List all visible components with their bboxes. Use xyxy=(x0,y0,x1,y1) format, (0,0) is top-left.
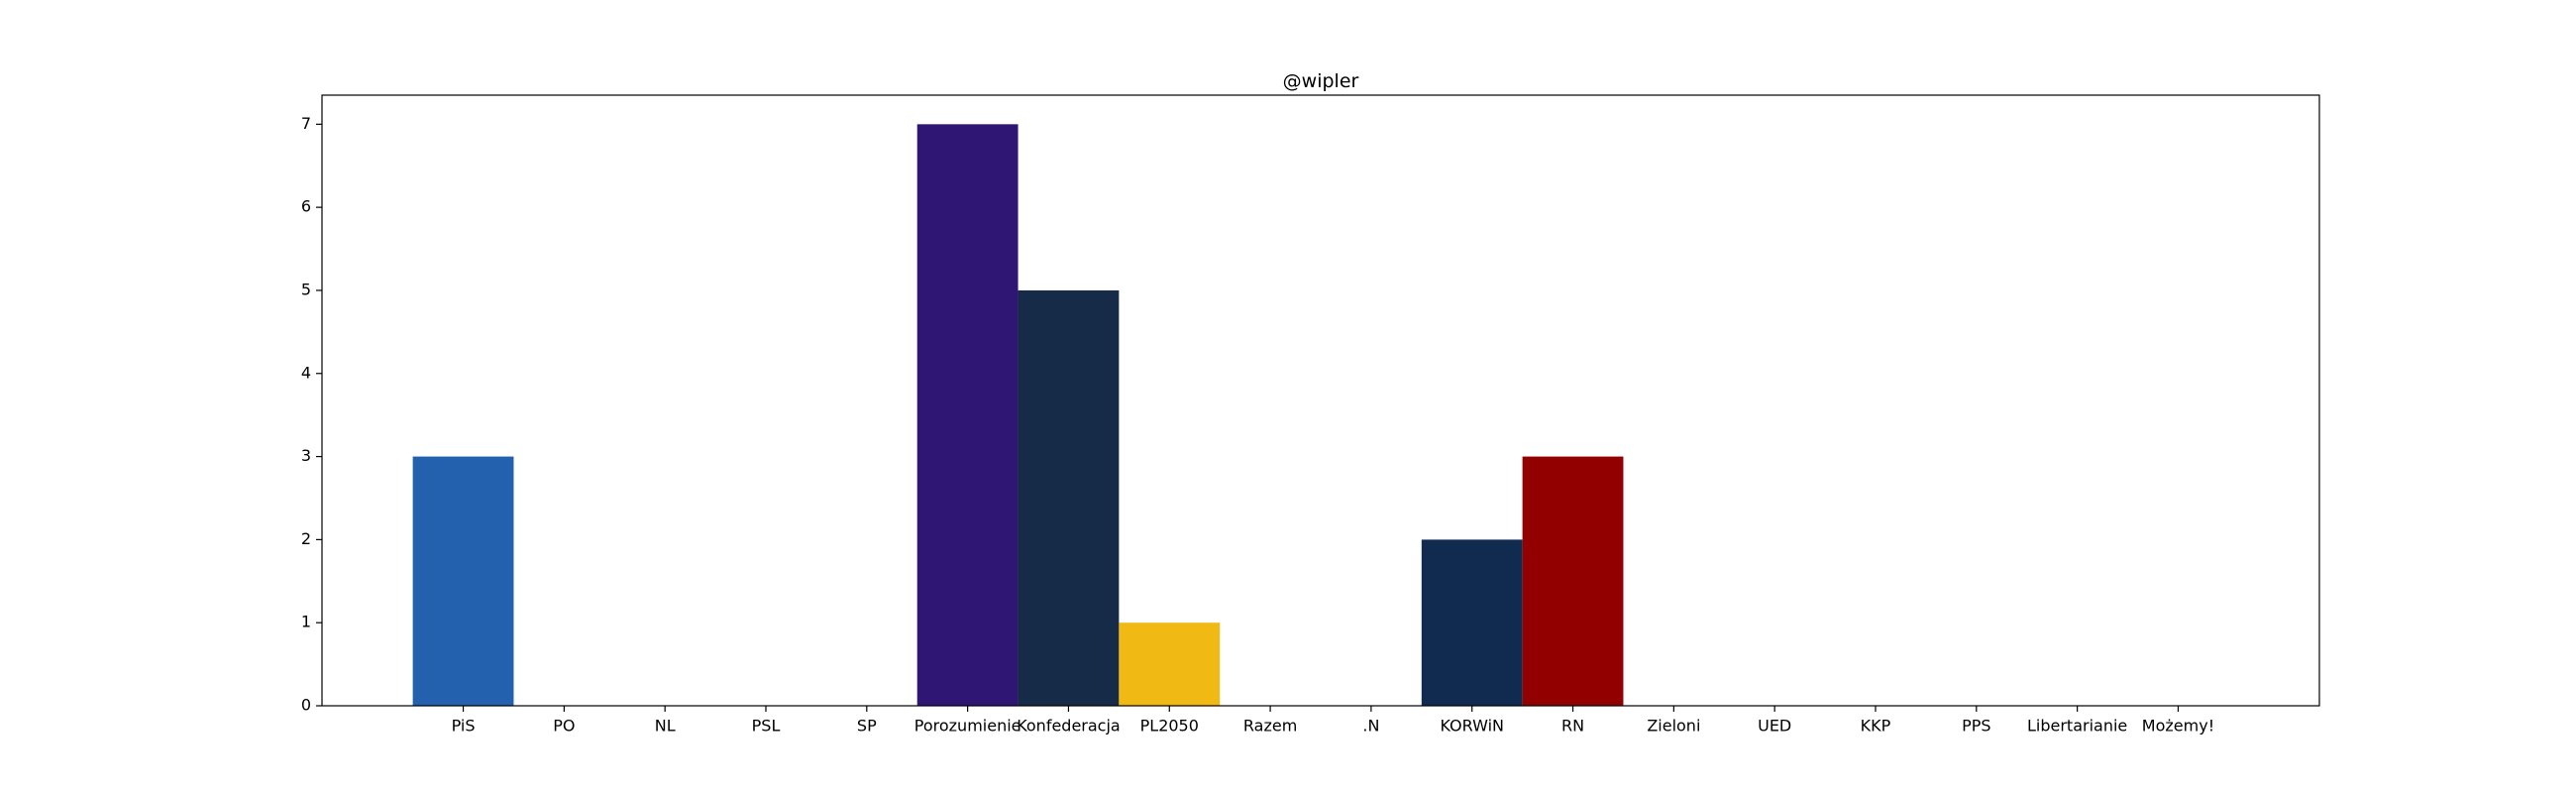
x-tick-label: Libertarianie xyxy=(2027,717,2127,736)
x-tick-label: .N xyxy=(1362,717,1379,736)
y-tick-label: 6 xyxy=(301,197,311,216)
x-tick-label: UED xyxy=(1758,717,1791,736)
x-tick-label: PiS xyxy=(452,717,476,736)
x-tick-label: Zieloni xyxy=(1647,717,1700,736)
y-tick-label: 4 xyxy=(301,363,311,382)
x-tick-label: Porozumienie xyxy=(914,717,1021,736)
y-tick-label: 3 xyxy=(301,446,311,465)
x-tick-label: RN xyxy=(1561,717,1584,736)
y-tick-label: 5 xyxy=(301,280,311,298)
y-tick-label: 1 xyxy=(301,613,311,631)
bars-layer xyxy=(412,124,1624,707)
y-tick-label: 7 xyxy=(301,114,311,133)
y-axis: 0 1 2 3 4 5 6 7 xyxy=(301,114,322,715)
bar-Konfederacja xyxy=(1018,289,1120,706)
bar-PL2050 xyxy=(1119,623,1221,706)
y-tick-label: 0 xyxy=(301,696,311,715)
bar-RN xyxy=(1522,456,1624,706)
x-tick-label: Konfederacja xyxy=(1017,717,1121,736)
x-tick-label: PPS xyxy=(1962,717,1990,736)
bar-KORWiN xyxy=(1421,539,1523,706)
x-tick-label: SP xyxy=(857,717,877,736)
plot-frame xyxy=(321,94,2320,707)
x-tick-label: Możemy! xyxy=(2142,717,2214,736)
x-tick-label: KKP xyxy=(1861,717,1891,736)
chart-title: @wipler xyxy=(1283,70,1359,92)
y-tick-label: 2 xyxy=(301,529,311,548)
x-tick-label: PSL xyxy=(752,717,781,736)
bar-PiS xyxy=(412,456,514,706)
x-tick-label: PL2050 xyxy=(1140,717,1199,736)
x-tick-label: NL xyxy=(655,717,676,736)
x-tick-label: Razem xyxy=(1243,717,1297,736)
x-tick-label: KORWiN xyxy=(1440,717,1504,736)
x-tick-label: PO xyxy=(553,717,575,736)
bar-Porozumienie xyxy=(916,124,1019,707)
